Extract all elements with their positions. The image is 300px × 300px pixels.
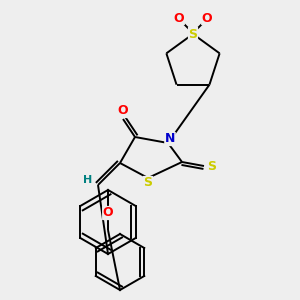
Text: S: S: [208, 160, 217, 172]
Text: H: H: [83, 175, 93, 185]
Text: N: N: [165, 133, 175, 146]
Text: O: O: [103, 206, 113, 220]
Text: O: O: [118, 104, 128, 118]
Text: O: O: [174, 11, 184, 25]
Text: S: S: [188, 28, 197, 40]
Text: S: S: [143, 176, 152, 190]
Text: O: O: [202, 11, 212, 25]
